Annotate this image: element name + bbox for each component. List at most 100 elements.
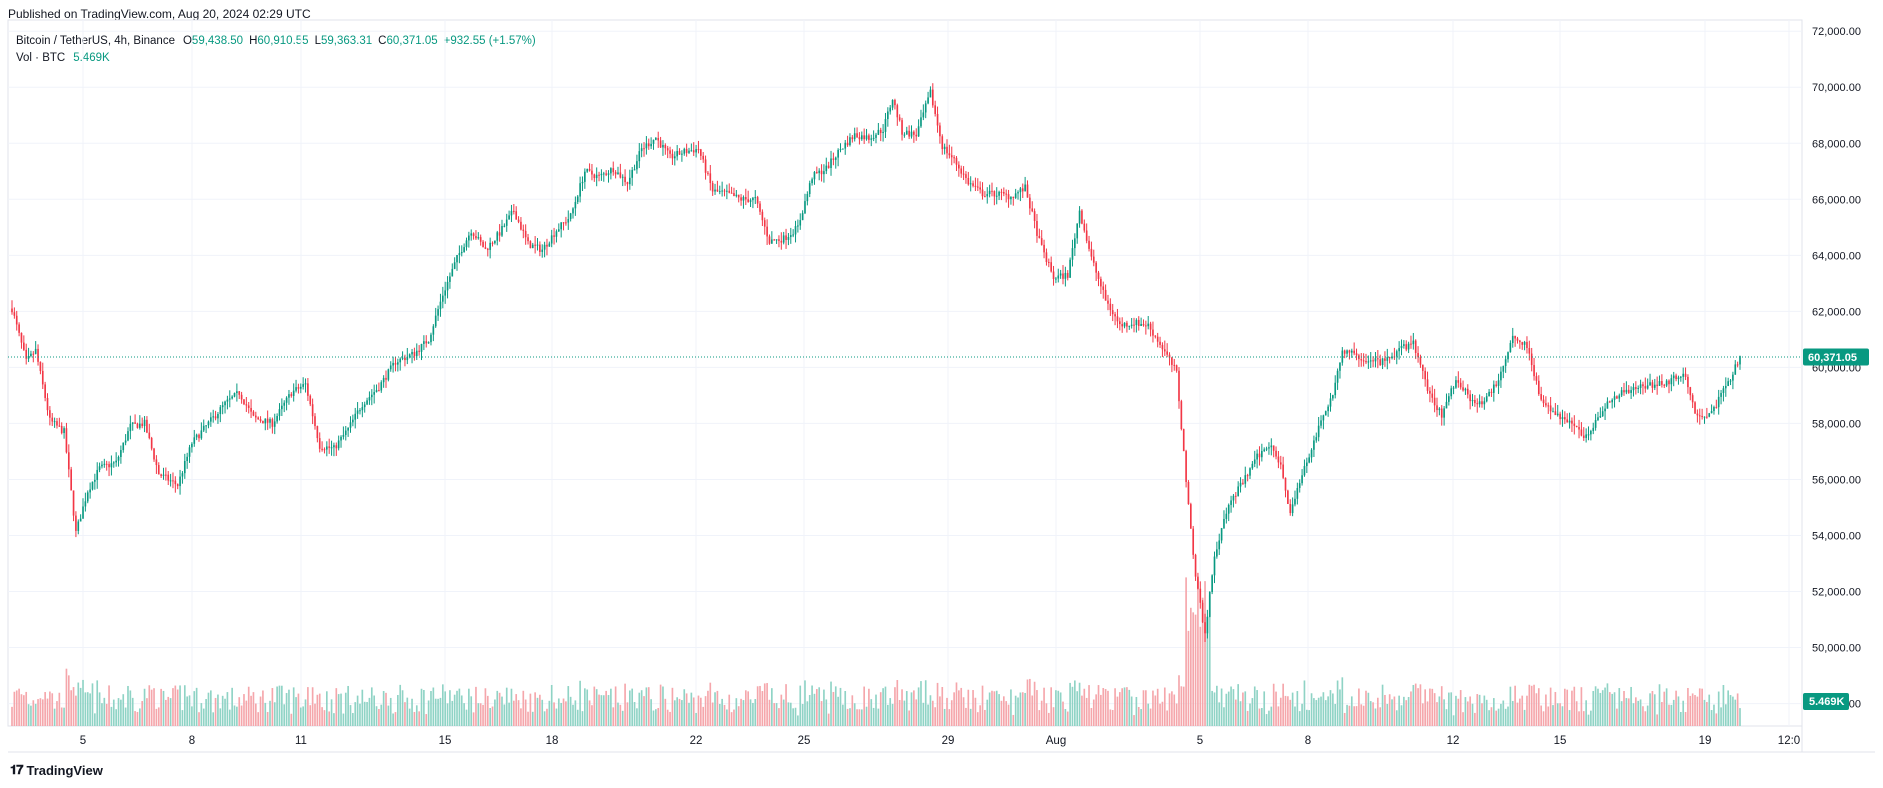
volume-bar [1720, 707, 1722, 726]
volume-bar [1092, 699, 1095, 726]
x-tick-label: 5 [1197, 735, 1203, 747]
candle-body [1322, 415, 1325, 421]
volume-bar [262, 690, 264, 726]
volume-bar [482, 704, 484, 726]
volume-bar [797, 715, 799, 726]
volume-bar [359, 703, 361, 726]
volume-bar [905, 691, 908, 726]
volume-bar [1216, 685, 1218, 726]
candle-body [920, 117, 922, 127]
y-tick-label: 56,000.00 [1812, 474, 1861, 486]
volume-bar [91, 683, 94, 726]
candle-body [673, 156, 676, 159]
volume-bar [138, 708, 141, 726]
candle-body [775, 239, 778, 241]
candle-body [1085, 230, 1088, 241]
volume-bar [560, 702, 563, 726]
candle-body [576, 196, 579, 202]
candle-body [1249, 468, 1251, 476]
candle-body [449, 276, 451, 282]
candle-body [1107, 300, 1109, 304]
volume-bar [1050, 687, 1052, 726]
candle-body [621, 176, 624, 178]
candle-body [470, 233, 473, 236]
candle-body [612, 168, 615, 173]
volume-bar [496, 690, 499, 726]
volume-bar [856, 709, 858, 726]
volume-bar [735, 698, 738, 726]
candle-body [1227, 504, 1230, 514]
candle-body [752, 197, 754, 201]
candle-body [860, 135, 863, 140]
volume-bar [1182, 686, 1185, 726]
volume-bar [567, 686, 570, 726]
volume-bar [1684, 712, 1687, 726]
candle-body [321, 448, 323, 450]
volume-bar [1637, 700, 1640, 726]
volume-bar [188, 695, 191, 726]
volume-bar [352, 713, 354, 726]
volume-bar [792, 708, 794, 726]
volume-bar [15, 690, 18, 726]
candle-body [872, 137, 875, 139]
candle-body [804, 201, 806, 214]
candle-body [1130, 324, 1133, 326]
volume-bar [70, 690, 73, 726]
volume-bar [89, 693, 91, 726]
candle-body [1308, 457, 1311, 463]
volume-bar [77, 682, 80, 726]
candle-body [56, 421, 58, 426]
volume-bar [664, 698, 667, 726]
volume-bar [120, 699, 122, 726]
candle-body [221, 405, 224, 408]
symbol-label[interactable]: Bitcoin / TetherUS, 4h, Binance [16, 35, 175, 47]
volume-bar [1724, 704, 1727, 726]
low-key: L [314, 35, 321, 47]
candle-body [453, 262, 456, 269]
volume-bar [572, 704, 574, 726]
volume-bar [56, 701, 58, 726]
candle-body [1348, 350, 1351, 353]
tradingview-footer[interactable]: 𝟏𝟕 TradingView [10, 762, 103, 778]
volume-label[interactable]: Vol · BTC [16, 52, 66, 64]
candle-body [1656, 384, 1658, 386]
volume-bar [1327, 696, 1329, 726]
candle-body [513, 210, 515, 212]
volume-bar [1251, 698, 1254, 726]
candle-body [1024, 184, 1026, 192]
candle-body [1121, 324, 1124, 327]
candle-body [482, 241, 484, 248]
volume-bar [456, 690, 458, 726]
candle-body [1646, 385, 1649, 389]
candle-body [581, 181, 584, 184]
candle-body [778, 239, 780, 241]
candle-body [953, 157, 955, 159]
volume-bar [842, 704, 844, 726]
change-value: +932.55 (+1.57%) [443, 35, 536, 47]
volume-bar [432, 687, 435, 726]
candle-body [82, 506, 84, 519]
volume-bar [1556, 703, 1559, 726]
candle-body [550, 235, 553, 244]
candle-body [375, 390, 378, 393]
candle-body [503, 225, 506, 227]
volume-bar [226, 692, 229, 726]
candle-body [981, 189, 984, 197]
candle-body [259, 419, 262, 421]
candle-body [1469, 394, 1471, 402]
candle-body [534, 244, 536, 246]
candle-body [1521, 342, 1524, 345]
candle-body [522, 229, 525, 231]
candle-body [820, 170, 823, 175]
volume-bar [1185, 577, 1187, 726]
volume-bar [657, 708, 660, 726]
candle-body [89, 489, 91, 493]
candle-body [1627, 389, 1630, 393]
candle-body [1090, 248, 1093, 257]
candle-body [868, 135, 870, 140]
volume-tag-text: 5.469K [1809, 696, 1845, 708]
volume-bar [1448, 692, 1450, 726]
candle-body [27, 355, 30, 359]
volume-bar [1090, 707, 1093, 726]
